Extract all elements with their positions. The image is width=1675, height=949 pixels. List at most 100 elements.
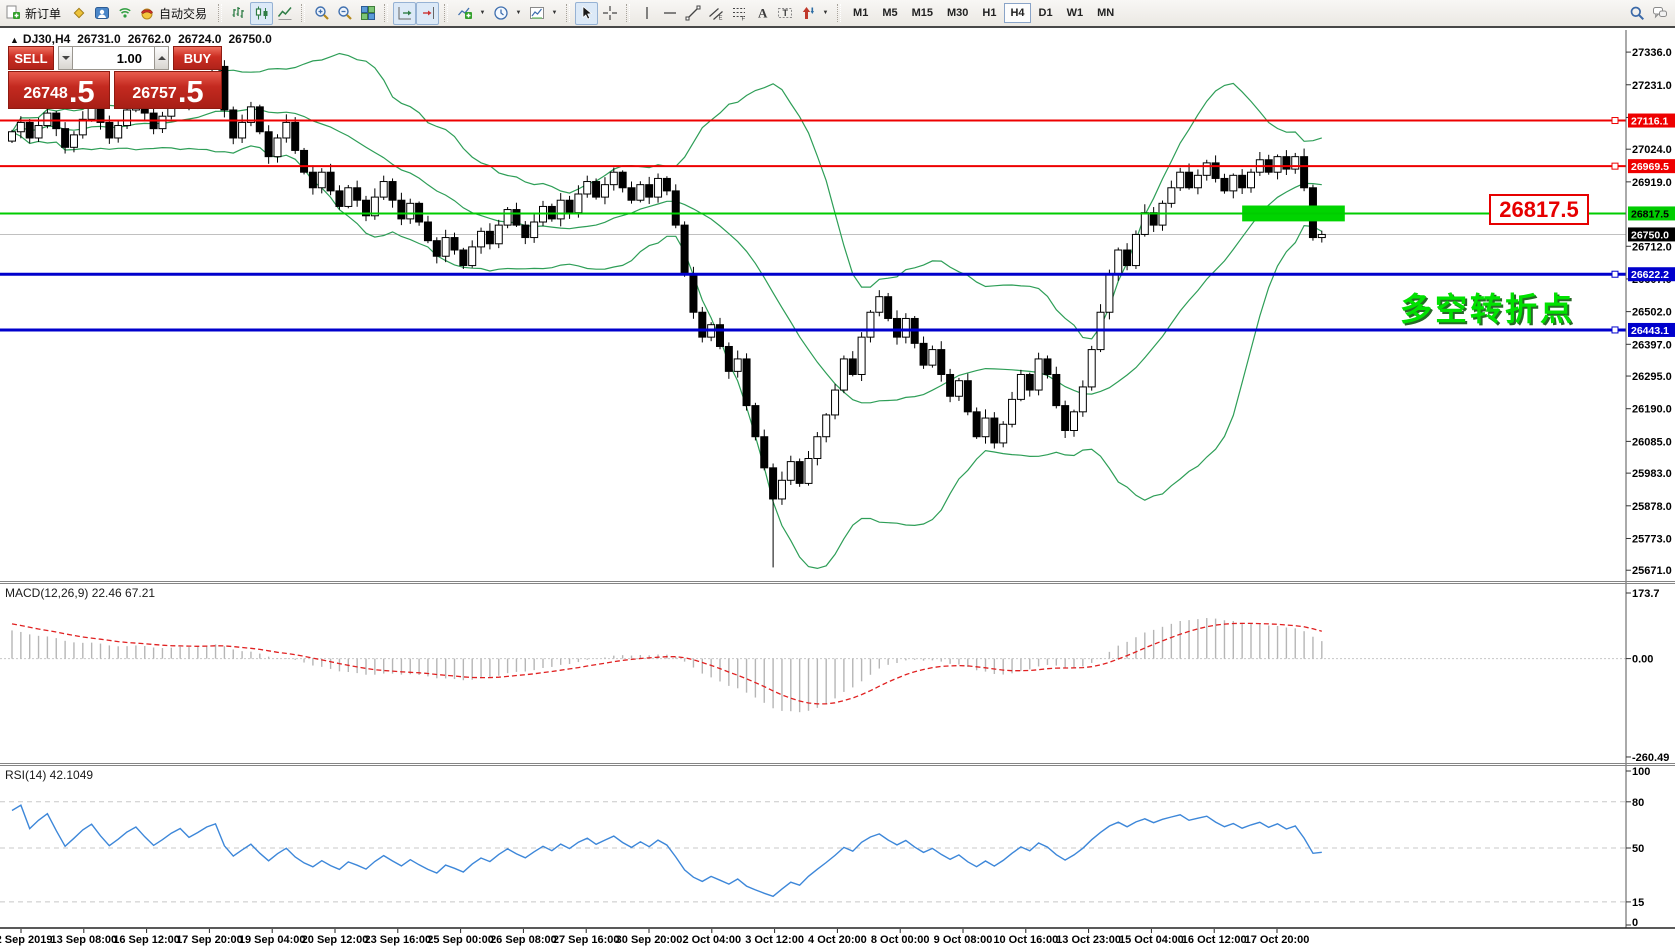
buy-button[interactable]: BUY: [173, 46, 222, 70]
svg-text:9 Oct 08:00: 9 Oct 08:00: [934, 934, 993, 946]
timeframe-m15[interactable]: M15: [906, 3, 939, 23]
text-label-icon: T: [777, 5, 793, 21]
svg-text:F: F: [741, 17, 745, 22]
cursor-button[interactable]: [575, 1, 599, 25]
equidistant-channel-button[interactable]: E: [704, 2, 727, 25]
horizontal-line-button[interactable]: [658, 2, 681, 25]
templates-dropdown-caret[interactable]: [548, 2, 561, 25]
search-button[interactable]: [1625, 2, 1648, 25]
timeframe-w1[interactable]: W1: [1061, 3, 1090, 23]
candlestick-chart-icon: [254, 5, 270, 21]
svg-text:19 Sep 04:00: 19 Sep 04:00: [239, 934, 306, 946]
collapse-panel-icon[interactable]: ▲: [10, 35, 19, 45]
auto-scroll-button[interactable]: [393, 1, 417, 25]
signals-button[interactable]: [113, 2, 136, 25]
svg-text:10 Oct 16:00: 10 Oct 16:00: [993, 934, 1058, 946]
indicators-button[interactable]: [453, 2, 476, 25]
arrows-button[interactable]: [796, 2, 819, 25]
tile-windows-icon: [360, 5, 376, 21]
search-icon: [1629, 5, 1645, 21]
svg-text:2 Oct 04:00: 2 Oct 04:00: [682, 934, 741, 946]
auto-scroll-icon: [397, 5, 413, 21]
timeframe-m30[interactable]: M30: [941, 3, 974, 23]
timeframe-mn[interactable]: MN: [1091, 3, 1120, 23]
chat-icon: [1652, 5, 1668, 21]
new-order-icon: [5, 5, 21, 21]
timeframe-h4[interactable]: H4: [1004, 3, 1031, 23]
buy-price-display[interactable]: 26757.5: [114, 71, 222, 109]
periods-icon: [493, 5, 509, 21]
sell-price-display[interactable]: 26748.5: [8, 71, 110, 109]
svg-text:17 Oct 20:00: 17 Oct 20:00: [1245, 934, 1310, 946]
chart-shift-button[interactable]: [416, 1, 440, 25]
svg-text:T: T: [782, 8, 788, 18]
tile-windows-button[interactable]: [356, 2, 379, 25]
svg-text:25671.0: 25671.0: [1632, 565, 1672, 577]
svg-text:26085.0: 26085.0: [1632, 436, 1672, 448]
svg-text:0.00: 0.00: [1632, 654, 1653, 666]
volume-decrease-button[interactable]: [58, 46, 73, 70]
templates-button[interactable]: [525, 2, 548, 25]
indicators-dropdown-caret[interactable]: [476, 2, 489, 25]
chart-shift-icon: [420, 5, 436, 21]
volume-increase-button[interactable]: [154, 46, 169, 70]
line-chart-button[interactable]: [273, 2, 296, 25]
toolbar-grip: [301, 4, 306, 22]
zoom-out-button[interactable]: [333, 2, 356, 25]
timeframe-d1[interactable]: D1: [1033, 3, 1059, 23]
crosshair-button[interactable]: [598, 2, 621, 25]
toolbar-grip: [626, 4, 631, 22]
bar-open: 26731.0: [77, 32, 121, 46]
svg-text:15: 15: [1632, 897, 1644, 909]
fibonacci-button[interactable]: F: [727, 2, 750, 25]
price-alert-box[interactable]: 26817.5: [1489, 194, 1589, 225]
bar-chart-button[interactable]: [227, 2, 250, 25]
arrows-dropdown-caret[interactable]: [819, 2, 832, 25]
text-label-button[interactable]: T: [773, 2, 796, 25]
periods-button[interactable]: [489, 2, 512, 25]
svg-text:26397.0: 26397.0: [1632, 339, 1672, 351]
bar-close: 26750.0: [228, 32, 272, 46]
candlestick-chart-button[interactable]: [250, 1, 274, 25]
svg-text:100: 100: [1632, 766, 1650, 778]
svg-text:25773.0: 25773.0: [1632, 533, 1672, 545]
timeframe-m1[interactable]: M1: [847, 3, 874, 23]
trendline-button[interactable]: [681, 2, 704, 25]
auto-trading-button[interactable]: 自动交易: [136, 2, 213, 25]
svg-text:-260.49: -260.49: [1632, 752, 1669, 764]
new-order-button[interactable]: 新订单: [2, 2, 67, 25]
mql5-community-icon: [94, 5, 110, 21]
sell-price-dec: .5: [68, 74, 95, 109]
periods-dropdown-caret[interactable]: [512, 2, 525, 25]
signals-icon: [117, 5, 133, 21]
metaeditor-button[interactable]: [67, 2, 90, 25]
bar-high: 26762.0: [127, 32, 172, 46]
svg-text:16 Oct 12:00: 16 Oct 12:00: [1182, 934, 1247, 946]
bar-low: 26724.0: [178, 32, 222, 46]
svg-text:25 Sep 00:00: 25 Sep 00:00: [427, 934, 494, 946]
chat-button[interactable]: [1648, 2, 1671, 25]
buy-price-dec: .5: [177, 74, 204, 109]
timeframe-h1[interactable]: H1: [976, 3, 1002, 23]
horizontal-line-icon: [662, 5, 678, 21]
svg-text:16 Sep 12:00: 16 Sep 12:00: [113, 934, 180, 946]
pivot-annotation[interactable]: 多空转折点: [1400, 291, 1576, 327]
metaeditor-icon: [71, 5, 87, 21]
volume-input[interactable]: [73, 46, 154, 70]
sell-button[interactable]: SELL: [8, 46, 54, 70]
text-button[interactable]: A: [750, 2, 773, 25]
mql5-community-button[interactable]: [90, 2, 113, 25]
zoom-in-button[interactable]: [310, 2, 333, 25]
svg-text:27336.0: 27336.0: [1632, 47, 1672, 59]
svg-text:26443.1: 26443.1: [1631, 325, 1669, 337]
svg-text:27116.1: 27116.1: [1631, 116, 1669, 128]
fibonacci-retracement-icon: F: [731, 5, 747, 21]
vertical-line-button[interactable]: [635, 2, 658, 25]
svg-text:3 Oct 12:00: 3 Oct 12:00: [745, 934, 804, 946]
zoom-out-icon: [337, 5, 353, 21]
svg-text:50: 50: [1632, 843, 1644, 855]
cursor-icon: [579, 5, 595, 21]
timeframe-m5[interactable]: M5: [876, 3, 903, 23]
